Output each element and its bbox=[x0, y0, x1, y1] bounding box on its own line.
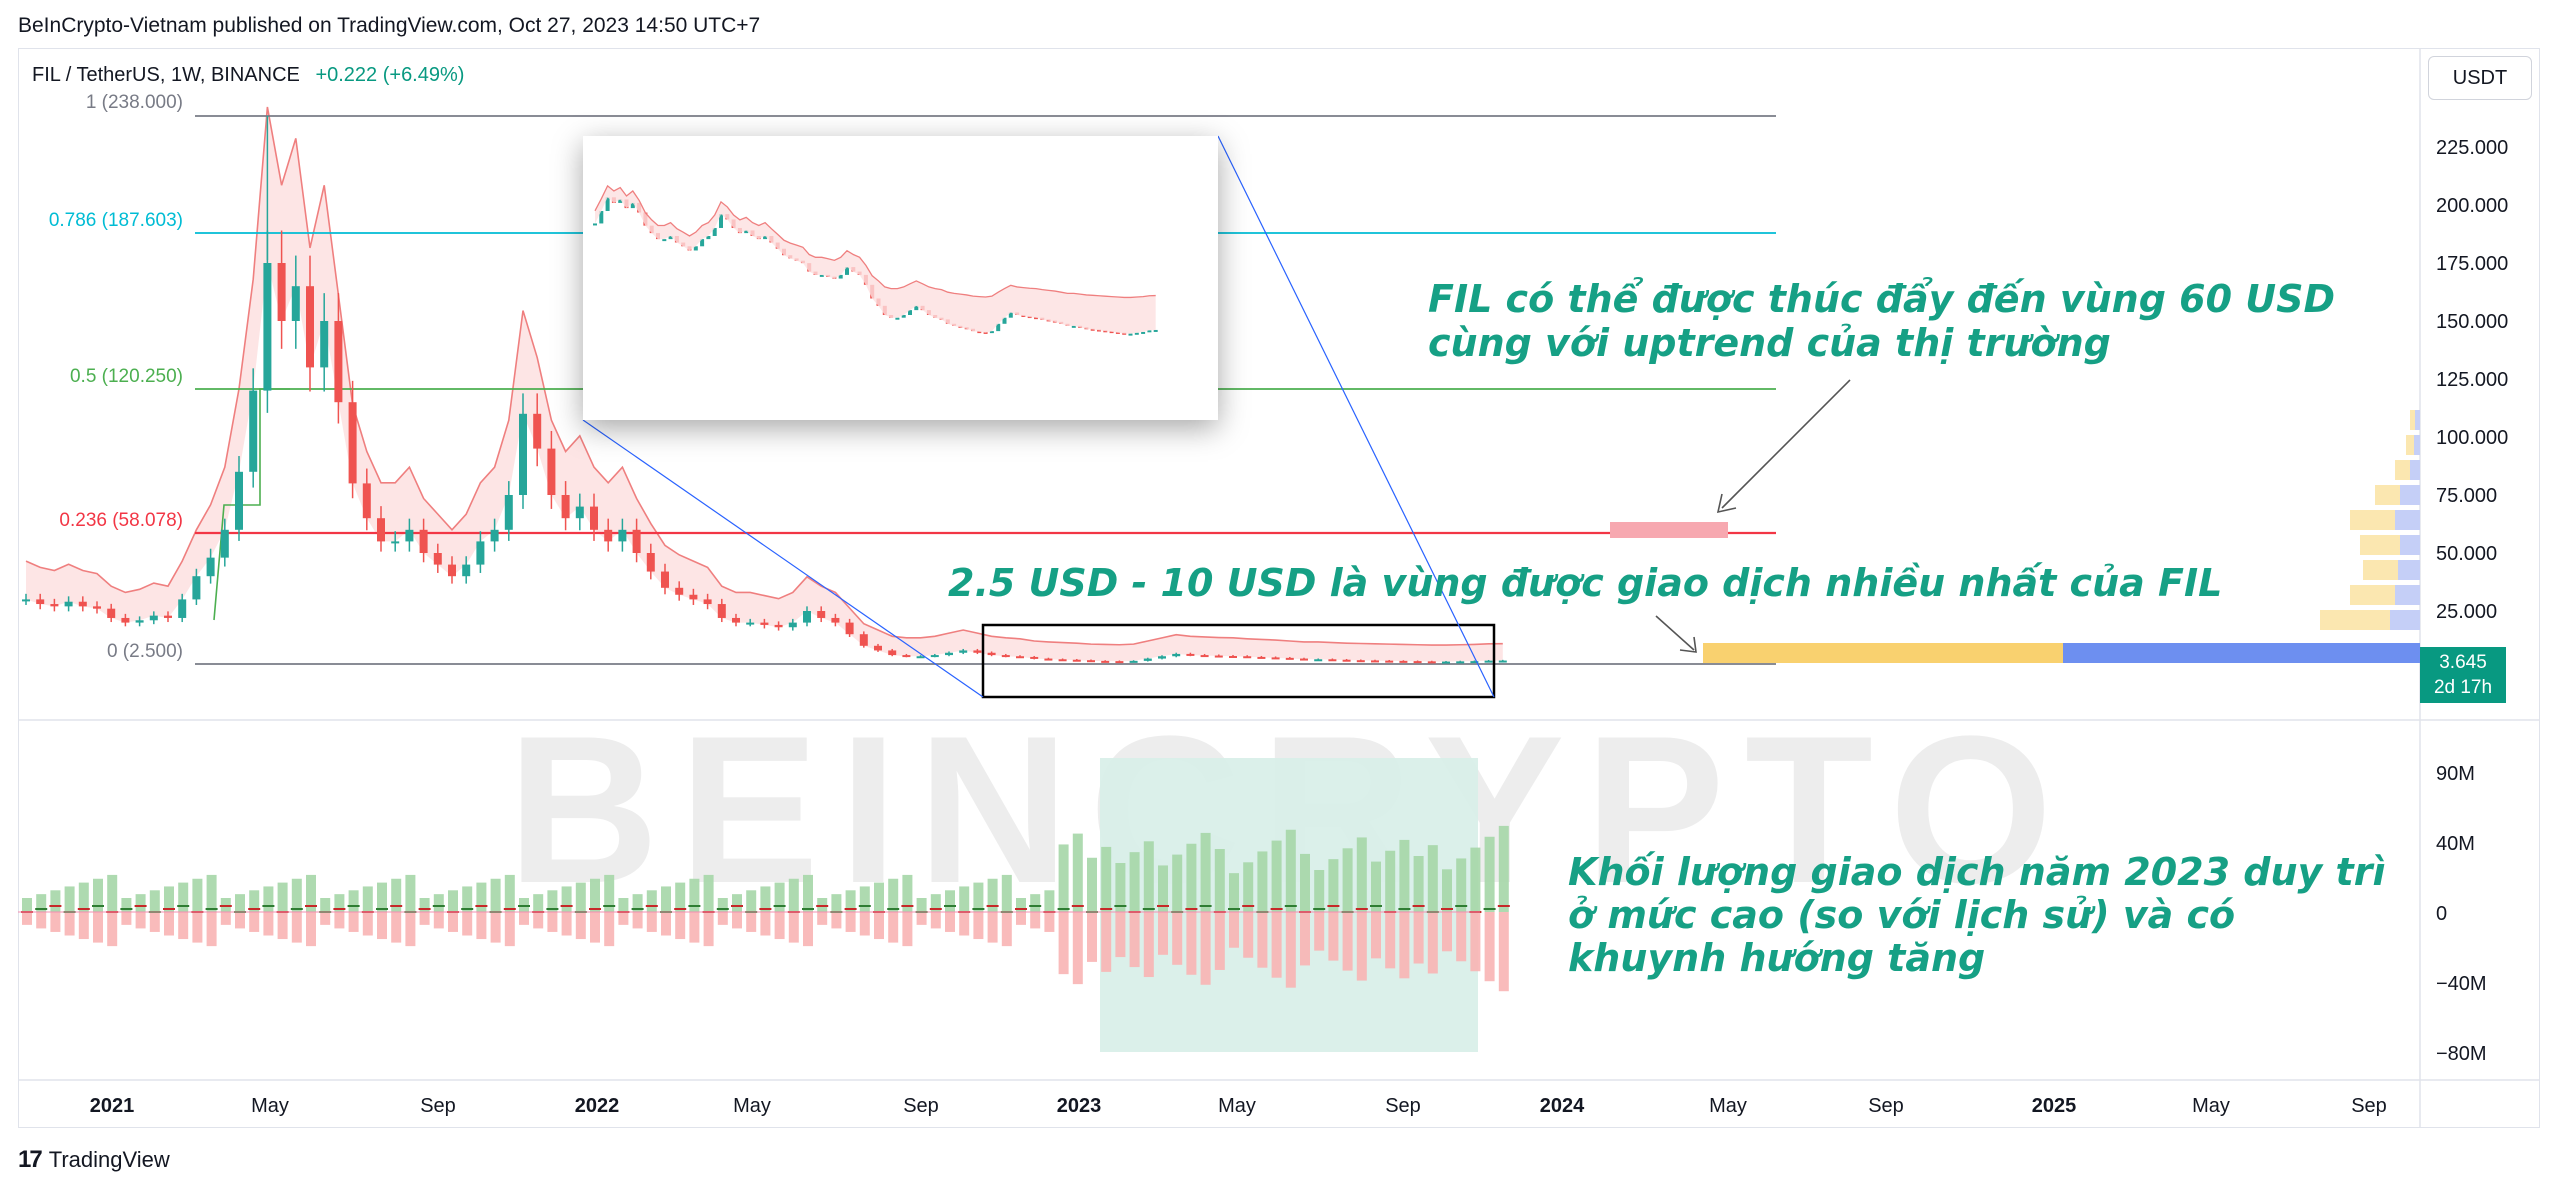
inset-candle bbox=[1141, 331, 1146, 334]
inset-chart bbox=[593, 184, 1158, 336]
inset-candle bbox=[662, 239, 667, 242]
inset-candle bbox=[719, 214, 723, 228]
inset-candle bbox=[1109, 331, 1114, 334]
inset-candle bbox=[1090, 328, 1095, 331]
inset-candle bbox=[712, 227, 717, 236]
inset-candle bbox=[1147, 330, 1152, 333]
tv-mark-icon: 17 bbox=[18, 1146, 43, 1173]
inset-candle bbox=[593, 223, 597, 226]
symbol-change: +0.222 (+6.49%) bbox=[315, 64, 465, 86]
inset-candle bbox=[1115, 331, 1120, 334]
inset-candle bbox=[706, 235, 711, 240]
inset-candle bbox=[908, 310, 912, 315]
inset-candle bbox=[744, 230, 749, 234]
last-price-tag: 3.645 2d 17h bbox=[2420, 647, 2506, 703]
last-price-value: 3.645 bbox=[2439, 652, 2487, 673]
bar-countdown: 2d 17h bbox=[2433, 677, 2493, 698]
tradingview-logo[interactable]: 17 TradingView bbox=[18, 1146, 170, 1174]
inset-candle bbox=[989, 331, 994, 334]
inset-candle bbox=[983, 331, 988, 334]
inset-candle bbox=[605, 197, 610, 211]
inset-candle bbox=[618, 199, 623, 203]
inset-candle bbox=[895, 317, 900, 320]
symbol-title: FIL / TetherUS, 1W, BINANCE bbox=[32, 64, 300, 86]
symbol-info: FIL / TetherUS, 1W, BINANCE +0.222 (+6.4… bbox=[32, 64, 464, 87]
inset-candle bbox=[845, 267, 849, 275]
inset-candle bbox=[819, 274, 824, 277]
currency-button[interactable]: USDT bbox=[2428, 56, 2532, 100]
inset-supertrend-fill bbox=[595, 185, 1156, 334]
inset-candle bbox=[763, 235, 768, 240]
inset-candle bbox=[630, 202, 635, 209]
inset-candle bbox=[1122, 332, 1127, 335]
inset-candle bbox=[1103, 330, 1108, 333]
inset-candle bbox=[1153, 329, 1158, 332]
inset-candle bbox=[1002, 317, 1007, 324]
inset-candle bbox=[693, 246, 698, 251]
inset-candle bbox=[1008, 312, 1013, 318]
inset-candle bbox=[996, 323, 1001, 332]
inset-chart-panel bbox=[583, 136, 1218, 420]
inset-candle bbox=[1134, 332, 1139, 335]
inset-candle bbox=[1128, 333, 1133, 336]
inset-candle bbox=[1071, 325, 1076, 328]
inset-candle bbox=[901, 314, 906, 318]
inset-candle bbox=[599, 210, 604, 224]
inset-candle bbox=[914, 305, 919, 311]
chart-frame bbox=[18, 48, 2540, 1128]
inset-candle bbox=[700, 239, 705, 247]
inset-candle bbox=[838, 274, 843, 279]
inset-candle bbox=[1034, 317, 1038, 320]
inset-candle bbox=[1097, 329, 1101, 332]
inset-candle bbox=[668, 235, 673, 240]
inset-supertrend-line bbox=[594, 184, 1156, 299]
publication-line: BeInCrypto-Vietnam published on TradingV… bbox=[18, 14, 761, 37]
inset-candle bbox=[977, 331, 982, 334]
tv-brand-label: TradingView bbox=[48, 1147, 170, 1172]
